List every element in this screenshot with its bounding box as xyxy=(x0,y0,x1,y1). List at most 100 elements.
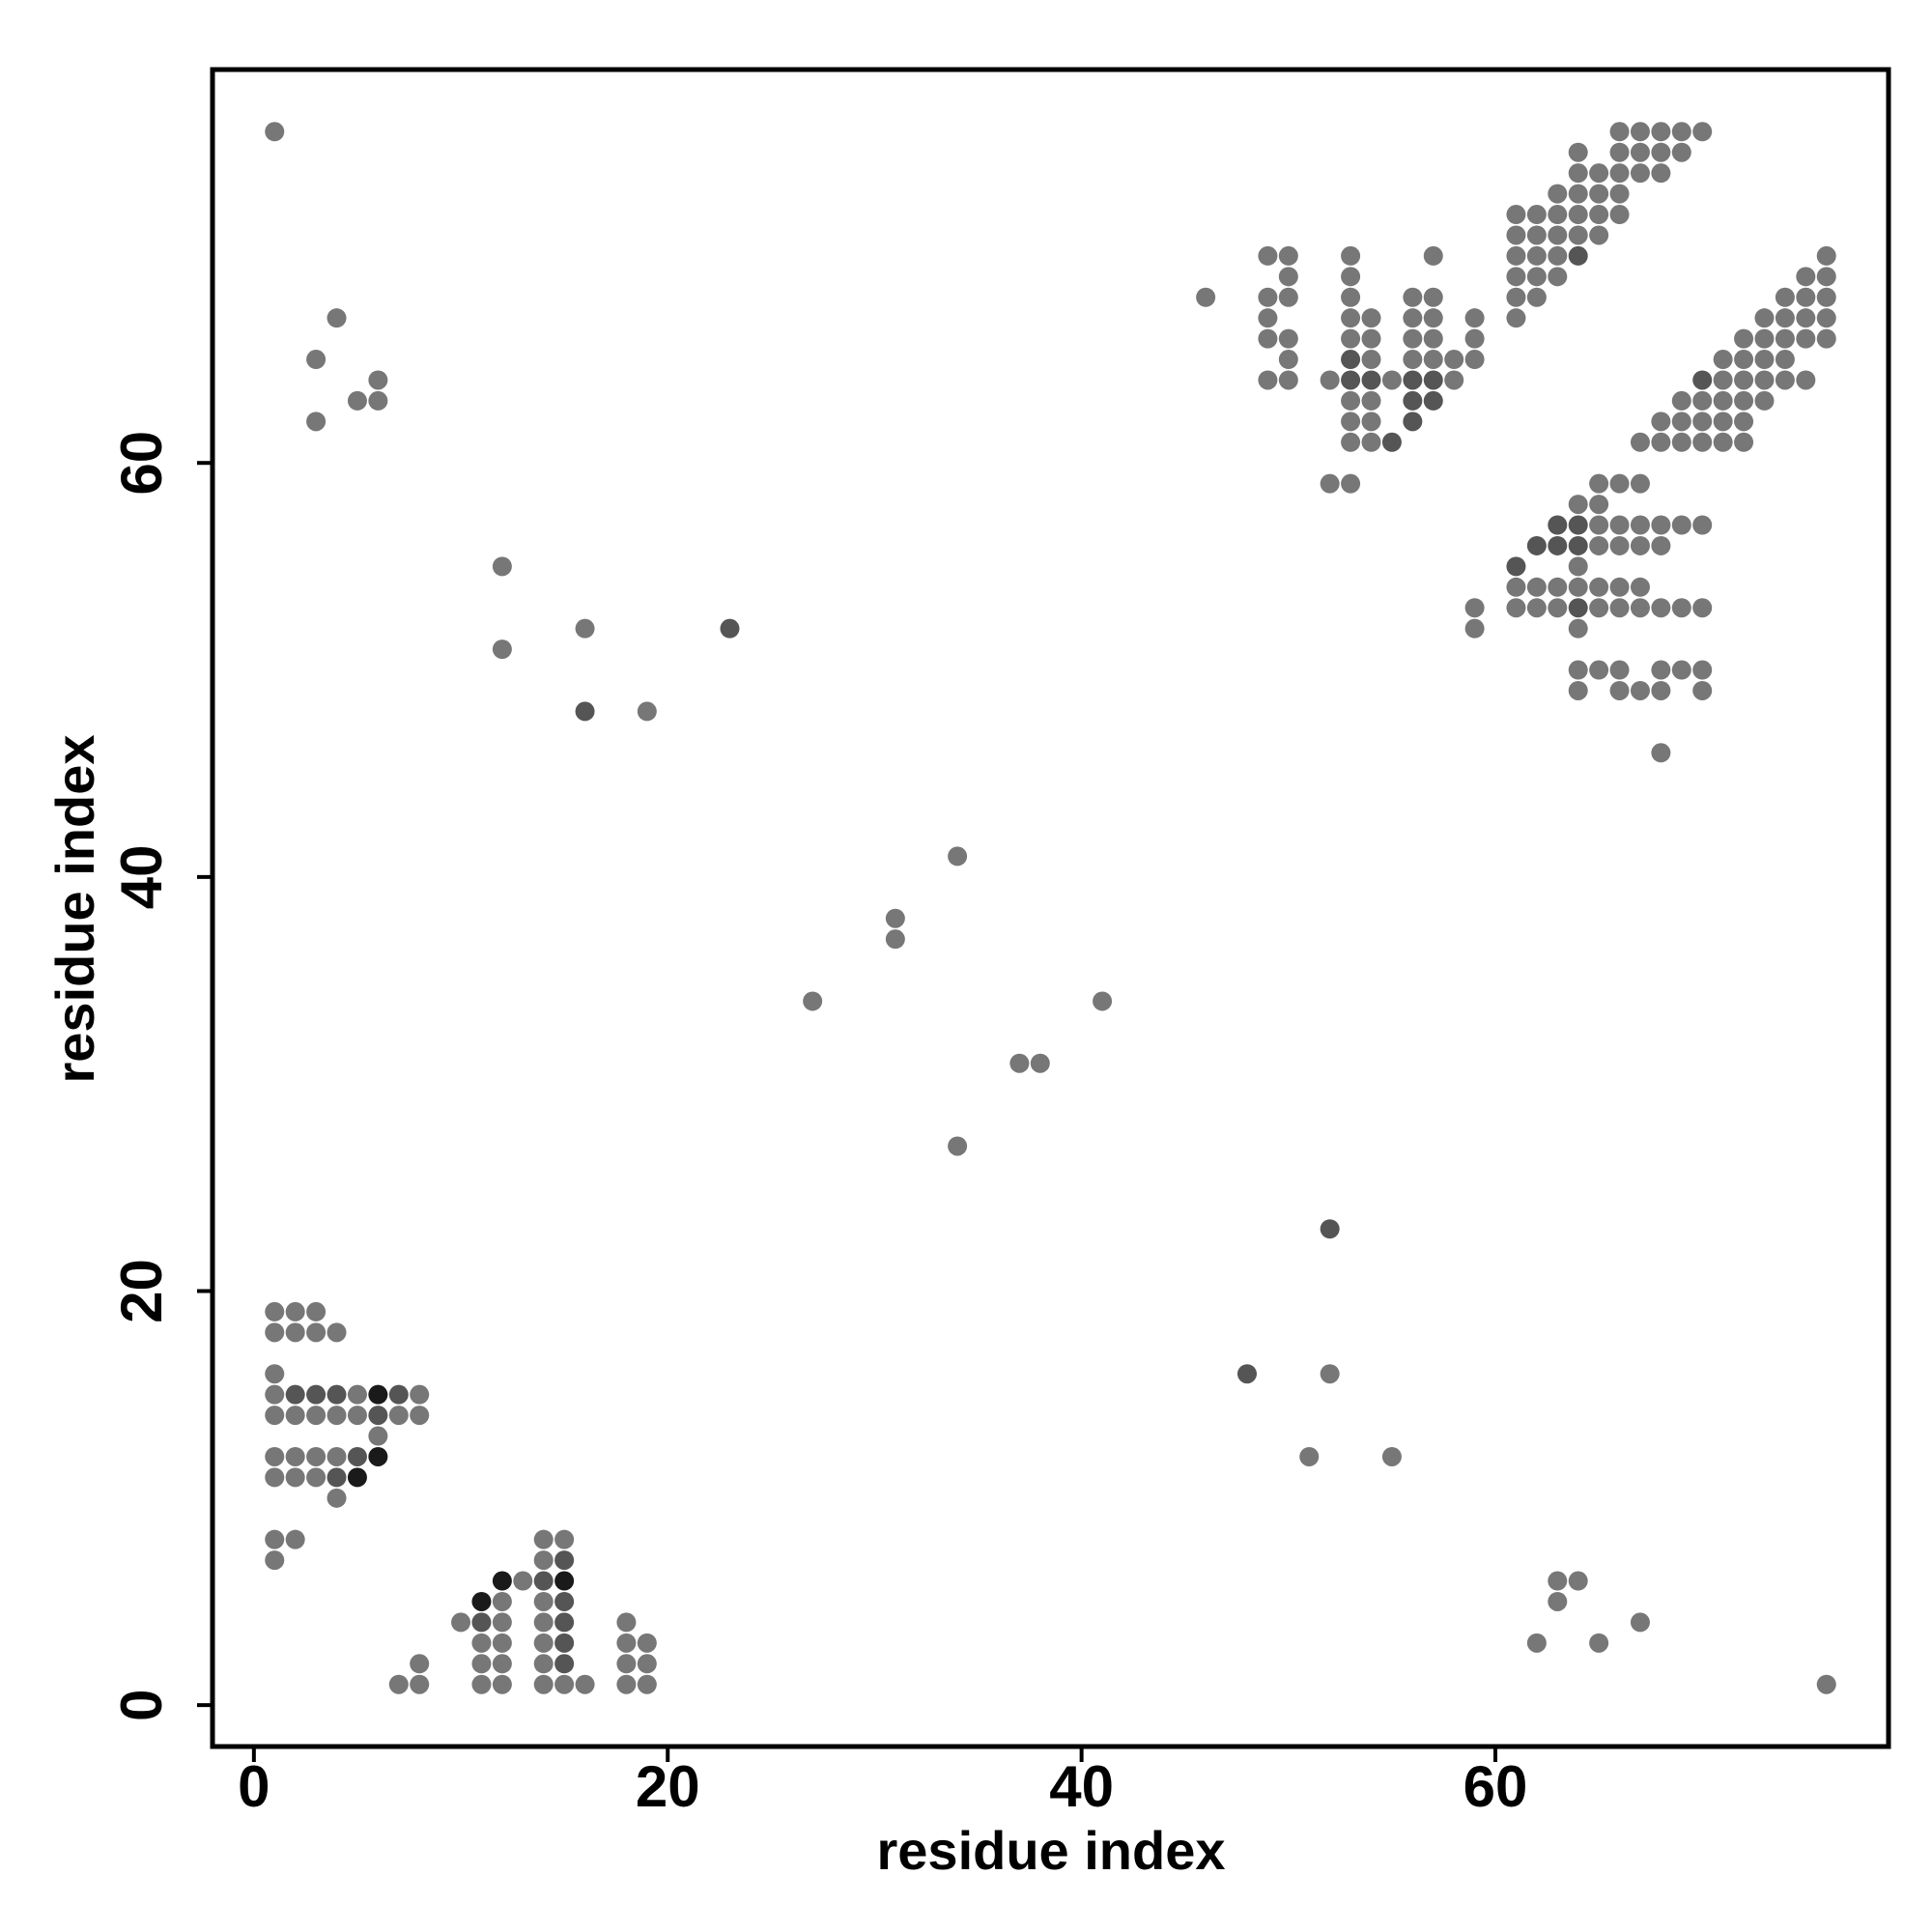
point xyxy=(1361,370,1381,390)
point xyxy=(1568,163,1588,184)
point xyxy=(1341,412,1361,432)
point xyxy=(327,1488,347,1508)
point xyxy=(1651,163,1671,184)
point xyxy=(1278,245,1298,266)
point xyxy=(1258,308,1278,328)
point xyxy=(720,618,740,639)
point xyxy=(1030,1053,1050,1073)
x-tick-label: 0 xyxy=(238,1754,270,1819)
point xyxy=(637,1654,657,1674)
point xyxy=(575,618,595,639)
point xyxy=(533,1529,554,1549)
point xyxy=(1506,556,1526,577)
point xyxy=(1775,308,1795,328)
point xyxy=(1754,350,1775,370)
point xyxy=(1526,577,1547,597)
point xyxy=(1423,390,1443,411)
point xyxy=(1464,350,1485,370)
point xyxy=(1609,598,1630,618)
point xyxy=(471,1674,492,1694)
point xyxy=(1548,205,1568,225)
point xyxy=(471,1591,492,1611)
x-tick-label: 40 xyxy=(1049,1754,1114,1819)
point xyxy=(1423,308,1443,328)
point xyxy=(1816,1674,1836,1694)
point xyxy=(637,1633,657,1653)
point xyxy=(1464,328,1485,349)
point xyxy=(1651,142,1671,162)
point xyxy=(1589,598,1609,618)
point xyxy=(1526,205,1547,225)
point xyxy=(265,1446,285,1466)
point xyxy=(1609,535,1630,555)
point xyxy=(1278,350,1298,370)
point xyxy=(1320,1364,1340,1384)
point xyxy=(948,1136,968,1156)
point xyxy=(347,390,367,411)
point xyxy=(285,1529,305,1549)
point xyxy=(1548,1571,1568,1591)
point xyxy=(1630,515,1650,535)
point xyxy=(1651,412,1671,432)
point xyxy=(265,122,285,142)
point xyxy=(1568,577,1588,597)
point xyxy=(1692,660,1713,680)
point xyxy=(1320,1219,1340,1239)
y-tick-label: 0 xyxy=(109,1689,174,1720)
point xyxy=(1671,515,1691,535)
point xyxy=(1713,412,1733,432)
point xyxy=(1630,680,1650,700)
point xyxy=(451,1612,471,1633)
point xyxy=(1651,122,1671,142)
point xyxy=(1651,515,1671,535)
point xyxy=(533,1633,554,1653)
point xyxy=(1630,142,1650,162)
point xyxy=(1526,245,1547,266)
point xyxy=(616,1674,637,1694)
point xyxy=(1692,370,1713,390)
point xyxy=(1816,328,1836,349)
point xyxy=(471,1654,492,1674)
point xyxy=(1609,184,1630,204)
point xyxy=(1671,122,1691,142)
point xyxy=(1361,432,1381,452)
y-tick-label: 60 xyxy=(109,431,174,496)
point xyxy=(1671,660,1691,680)
point xyxy=(1423,287,1443,307)
point xyxy=(388,1384,409,1405)
point xyxy=(1713,370,1733,390)
point xyxy=(1609,680,1630,700)
x-tick-label: 60 xyxy=(1463,1754,1528,1819)
point xyxy=(327,1322,347,1343)
point xyxy=(285,1406,305,1426)
point xyxy=(1548,245,1568,266)
point xyxy=(1381,370,1402,390)
point xyxy=(1506,287,1526,307)
point xyxy=(1796,308,1816,328)
point xyxy=(1609,122,1630,142)
point xyxy=(1796,328,1816,349)
point xyxy=(1299,1446,1320,1466)
point xyxy=(1278,370,1298,390)
point xyxy=(265,1384,285,1405)
point xyxy=(1423,245,1443,266)
point xyxy=(1713,350,1733,370)
point xyxy=(1651,660,1671,680)
point xyxy=(1548,598,1568,618)
point xyxy=(885,929,905,950)
point xyxy=(1526,1633,1547,1653)
point xyxy=(1630,577,1650,597)
point xyxy=(471,1633,492,1653)
point xyxy=(1651,432,1671,452)
point xyxy=(1464,598,1485,618)
point xyxy=(1278,287,1298,307)
point xyxy=(1361,328,1381,349)
point xyxy=(616,1654,637,1674)
point xyxy=(306,1322,327,1343)
point xyxy=(1589,1633,1609,1653)
point xyxy=(1548,535,1568,555)
point xyxy=(1816,267,1836,287)
point xyxy=(1589,163,1609,184)
point xyxy=(575,701,595,722)
point xyxy=(885,908,905,928)
